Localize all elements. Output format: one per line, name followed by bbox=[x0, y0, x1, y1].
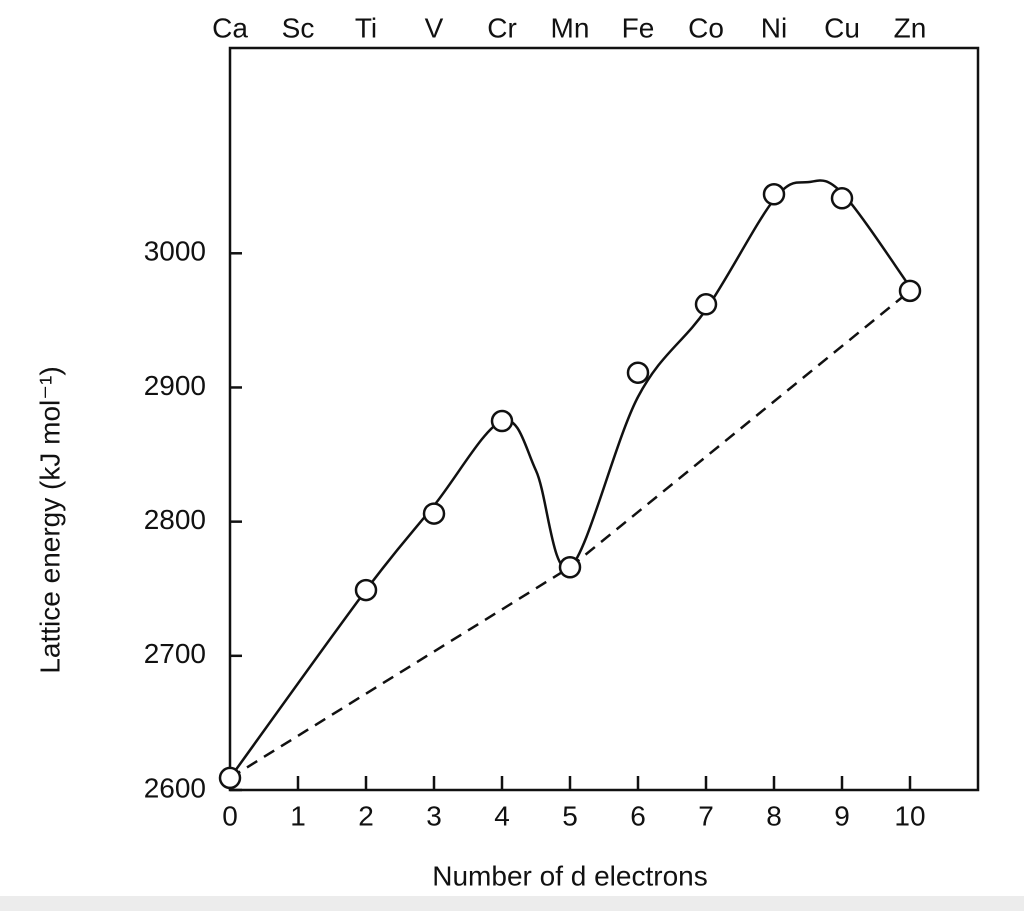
element-label: Ti bbox=[355, 12, 377, 43]
data-point bbox=[354, 578, 378, 602]
data-point bbox=[558, 556, 582, 579]
element-label: Sc bbox=[282, 12, 315, 43]
element-label: V bbox=[425, 12, 444, 43]
x-tick-label: 9 bbox=[834, 800, 850, 831]
x-tick-label: 10 bbox=[894, 800, 925, 831]
x-tick-label: 7 bbox=[698, 800, 714, 831]
data-point bbox=[694, 293, 718, 316]
x-tick-label: 2 bbox=[358, 800, 374, 831]
data-point bbox=[490, 409, 514, 433]
x-axis-label: Number of d electrons bbox=[432, 860, 707, 891]
y-tick-label: 2900 bbox=[144, 370, 206, 401]
element-label: Cu bbox=[824, 12, 860, 43]
element-label: Co bbox=[688, 12, 724, 43]
element-label: Ca bbox=[212, 12, 248, 43]
element-label: Zn bbox=[894, 12, 927, 43]
data-point bbox=[218, 766, 242, 790]
x-tick-label: 3 bbox=[426, 800, 442, 831]
x-tick-label: 0 bbox=[222, 800, 238, 831]
y-tick-label: 2700 bbox=[144, 638, 206, 669]
x-tick-label: 8 bbox=[766, 800, 782, 831]
data-point bbox=[422, 502, 446, 525]
baseline bbox=[229, 289, 911, 779]
y-tick-label: 2600 bbox=[144, 772, 206, 803]
data-point bbox=[626, 361, 650, 384]
x-tick-label: 1 bbox=[290, 800, 306, 831]
y-axis-label: Lattice energy (kJ mol⁻¹) bbox=[34, 366, 65, 673]
x-tick-label: 4 bbox=[494, 800, 510, 831]
y-tick-label: 3000 bbox=[144, 236, 206, 267]
x-tick-label: 5 bbox=[562, 800, 578, 831]
data-point bbox=[898, 279, 922, 303]
element-label: Ni bbox=[761, 12, 787, 43]
fitted-curve bbox=[228, 179, 912, 779]
x-tick-label: 6 bbox=[630, 800, 646, 831]
element-label: Fe bbox=[622, 12, 655, 43]
element-label: Cr bbox=[487, 12, 517, 43]
data-point bbox=[830, 187, 854, 210]
bottom-strip bbox=[0, 896, 1024, 911]
plot-frame bbox=[228, 46, 980, 792]
data-point bbox=[762, 183, 786, 206]
element-label: Mn bbox=[551, 12, 590, 43]
y-tick-label: 2800 bbox=[144, 504, 206, 535]
